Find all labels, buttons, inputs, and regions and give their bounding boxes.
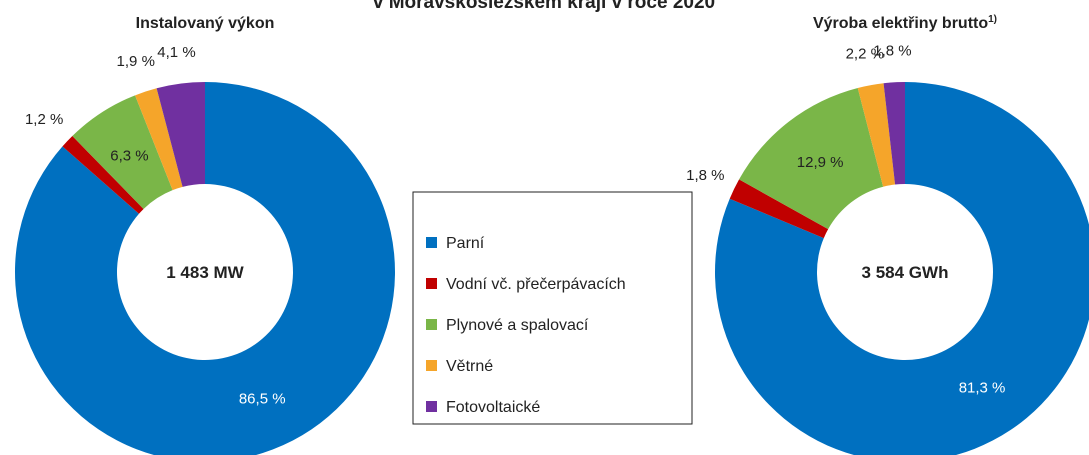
slice xyxy=(156,82,205,187)
center-label: 3 584 GWh xyxy=(862,263,949,282)
chart-title-text: Výroba elektřiny brutto xyxy=(813,15,988,32)
chart-title: Instalovaný výkon xyxy=(136,15,275,32)
value-label: 1,9 % xyxy=(117,53,155,70)
center-label: 1 483 MW xyxy=(166,263,244,282)
value-label: 1,2 % xyxy=(25,111,63,128)
slice xyxy=(62,135,144,214)
legend-label: Vodní vč. přečerpávacích xyxy=(446,276,626,293)
legend-label: Plynové a spalovací xyxy=(446,317,589,334)
chart-title-text: Instalovaný výkon xyxy=(136,15,275,32)
footnote: 1) xyxy=(988,14,997,25)
value-label: 2,2 % xyxy=(846,46,884,63)
slice xyxy=(883,82,905,185)
slice xyxy=(15,82,396,455)
legend-swatch xyxy=(426,237,437,248)
slice xyxy=(715,82,1089,455)
slice xyxy=(857,83,896,187)
legend-swatch xyxy=(426,401,437,412)
legend-label: Parní xyxy=(446,235,485,252)
legend-swatch xyxy=(426,278,437,289)
legend xyxy=(412,191,693,425)
value-label: 6,3 % xyxy=(110,147,148,164)
slice xyxy=(72,95,173,209)
legend-label: Větrné xyxy=(446,358,493,375)
slice xyxy=(135,88,183,191)
legend-label: Fotovoltaické xyxy=(446,399,540,416)
legend-swatch xyxy=(426,360,437,371)
slice xyxy=(729,179,829,239)
value-label: 12,9 % xyxy=(797,154,844,171)
value-label: 1,8 % xyxy=(873,42,911,59)
value-label: 86,5 % xyxy=(239,391,286,408)
chart-title: Výroba elektřiny brutto1) xyxy=(813,14,997,32)
legend-swatch xyxy=(426,319,437,330)
value-label: 81,3 % xyxy=(959,380,1006,397)
slice xyxy=(739,87,884,230)
main-title: v Moravskoslezském kraji v roce 2020 xyxy=(373,0,715,13)
value-label: 1,8 % xyxy=(686,167,724,184)
value-label: 4,1 % xyxy=(157,44,195,61)
